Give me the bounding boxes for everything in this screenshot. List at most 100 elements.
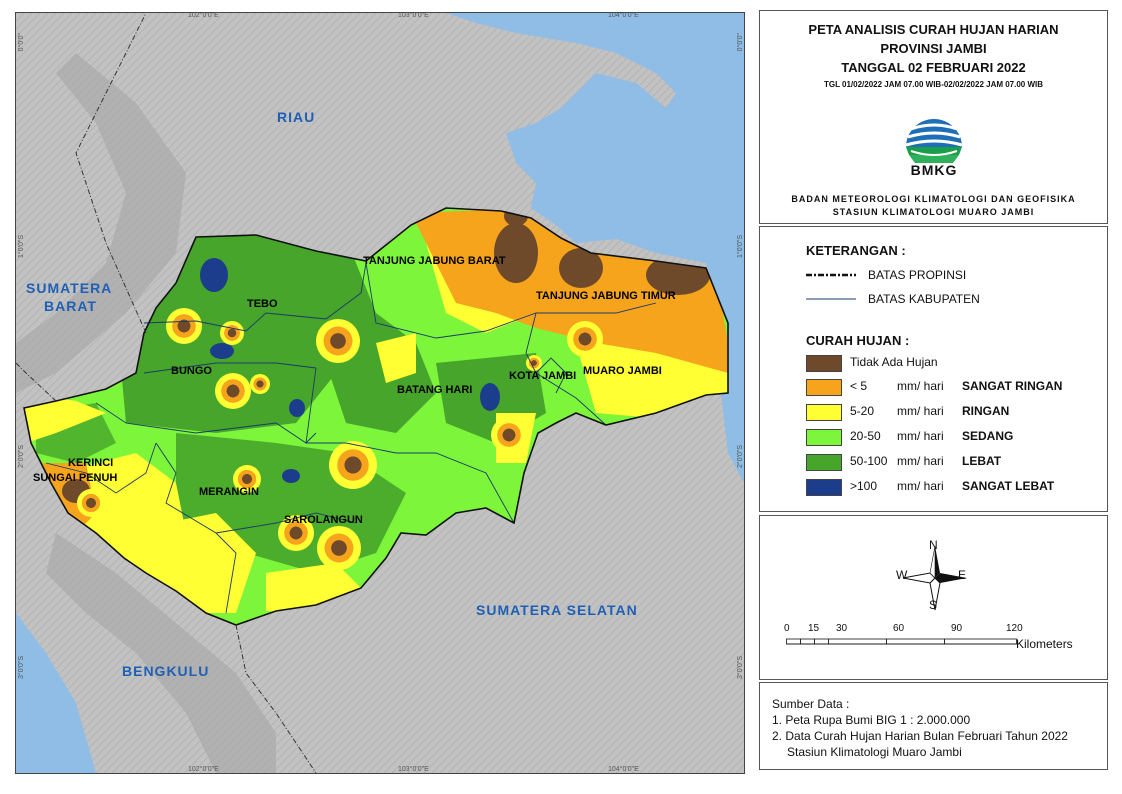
title-line-1: PETA ANALISIS CURAH HUJAN HARIAN — [808, 22, 1059, 37]
legend-class-5-unit: mm/ hari — [897, 479, 944, 493]
title-panel: PETA ANALISIS CURAH HUJAN HARIAN PROVINS… — [759, 10, 1108, 224]
north-scale-panel: N S E W 0 15 30 60 90 120 Kilometers — [759, 515, 1108, 680]
region-label-riau: RIAU — [277, 109, 316, 125]
legend-swatch-3 — [806, 428, 842, 446]
legend-heading: KETERANGAN : — [806, 243, 906, 258]
source-heading: Sumber Data : — [772, 697, 850, 711]
legend-swatch-2 — [806, 403, 842, 421]
legend-swatch-5 — [806, 478, 842, 496]
tick-top-103: 103°0'0"E — [398, 12, 429, 19]
legend-class-3-label: 20-50 — [850, 429, 881, 443]
kab-label-kerinci: KERINCI — [68, 457, 114, 469]
kabupaten-borders — [45, 262, 657, 614]
source-line-1: 1. Peta Rupa Bumi BIG 1 : 2.000.000 — [772, 713, 971, 727]
scale-tick-5: 120 — [1006, 623, 1023, 634]
legend-class-3 — [806, 428, 842, 446]
legend-class-4-category: LEBAT — [962, 454, 1002, 468]
bmkg-logo-text: BMKG — [910, 162, 958, 178]
legend-class-1 — [806, 378, 842, 396]
scale-tick-3: 60 — [893, 623, 905, 634]
kab-label-tebo: TEBO — [247, 298, 278, 310]
district-border-line-icon — [806, 298, 856, 300]
tick-bottom-102: 102°0'0"E — [188, 766, 219, 773]
border-riau-sumbar — [75, 13, 147, 334]
tick-right-2: 2°0'0"S — [737, 445, 744, 468]
region-label-sumbar-1: SUMATERA — [26, 280, 113, 296]
province-border-line-icon — [806, 273, 856, 277]
legend-batas-kabupaten-label: BATAS KABUPATEN — [868, 292, 980, 306]
legend-class-2-unit: mm/ hari — [897, 404, 944, 418]
legend-class-2-category: RINGAN — [962, 404, 1010, 418]
tick-left-3: 3°0'0"S — [18, 656, 25, 679]
legend-class-1-label: < 5 — [850, 379, 868, 393]
map-canvas — [16, 13, 744, 773]
legend-class-3-category: SEDANG — [962, 429, 1014, 443]
legend-swatch-1 — [806, 378, 842, 396]
rainfall-layer — [24, 208, 728, 625]
tick-right-3: 3°0'0"S — [737, 656, 744, 679]
kab-label-sungaipenuh: SUNGAI PENUH — [33, 472, 118, 484]
tick-left-2: 2°0'0"S — [18, 445, 25, 468]
kab-label-sarolangun: SAROLANGUN — [284, 514, 363, 526]
province-border — [23, 207, 729, 626]
agency-line-2: STASIUN KLIMATOLOGI MUARO JAMBI — [832, 207, 1035, 217]
tick-left-0: 0°0'0" — [18, 33, 25, 52]
north-arrow-icon — [902, 545, 967, 611]
curah-hujan-heading: CURAH HUJAN : — [806, 333, 910, 348]
kab-label-tjb: TANJUNG JABUNG BARAT — [363, 255, 506, 267]
ridge-south — [46, 533, 276, 773]
kab-label-tjt: TANJUNG JABUNG TIMUR — [536, 290, 676, 302]
kab-label-batanghari: BATANG HARI — [397, 384, 473, 396]
sea-west — [16, 613, 96, 773]
legend-class-0-label: Tidak Ada Hujan — [850, 355, 938, 369]
legend-class-0 — [806, 354, 842, 372]
source-line-2: 2. Data Curah Hujan Harian Bulan Februar… — [772, 729, 1068, 743]
legend-class-1-category: SANGAT RINGAN — [962, 379, 1063, 393]
legend-class-5 — [806, 478, 842, 496]
bmkg-emblem-icon — [905, 119, 963, 163]
bmkg-logo: BMKG — [903, 107, 965, 178]
scale-tick-2: 30 — [836, 623, 848, 634]
legend-class-3-unit: mm/ hari — [897, 429, 944, 443]
legend-class-4-unit: mm/ hari — [897, 454, 944, 468]
source-panel: Sumber Data : 1. Peta Rupa Bumi BIG 1 : … — [759, 682, 1108, 770]
border-bengkulu-sumsel — [235, 624, 317, 773]
legend-batas-kabupaten: BATAS KABUPATEN — [806, 291, 980, 307]
legend-batas-propinsi-label: BATAS PROPINSI — [868, 268, 967, 282]
kab-label-muarojambi: MUARO JAMBI — [583, 365, 662, 377]
legend-swatch-4 — [806, 453, 842, 471]
scale-tick-0: 0 — [784, 623, 790, 634]
scale-tick-1: 15 — [808, 623, 820, 634]
legend-class-2 — [806, 403, 842, 421]
region-label-sumsel: SUMATERA SELATAN — [476, 602, 638, 618]
legend-class-1-unit: mm/ hari — [897, 379, 944, 393]
title-period: TGL 01/02/2022 JAM 07.00 WIB-02/02/2022 … — [823, 80, 1044, 89]
tick-left-1: 1°0'0"S — [18, 235, 25, 258]
tick-bottom-104: 104°0'0"E — [608, 766, 639, 773]
legend-batas-propinsi: BATAS PROPINSI — [806, 267, 966, 283]
kab-label-merangin: MERANGIN — [199, 486, 259, 498]
kab-label-kotajambi: KOTA JAMBI — [509, 370, 577, 382]
legend-class-5-category: SANGAT LEBAT — [962, 479, 1055, 493]
west-label: W — [896, 568, 908, 582]
legend-swatch-0 — [806, 354, 842, 372]
south-label: S — [929, 598, 938, 612]
border-sumbar-west — [16, 362, 57, 402]
north-label: N — [929, 538, 938, 552]
title-line-2: PROVINSI JAMBI — [880, 41, 987, 56]
region-label-bengkulu: BENGKULU — [122, 663, 210, 679]
legend-panel: KETERANGAN : BATAS PROPINSI BATAS KABUPA… — [759, 226, 1108, 512]
source-line-3: Stasiun Klimatologi Muaro Jambi — [787, 745, 962, 759]
tick-right-0: 0°0'0" — [737, 33, 744, 52]
kab-label-bungo: BUNGO — [171, 365, 212, 377]
agency-line-1: BADAN METEOROLOGI KLIMATOLOGI DAN GEOFIS… — [791, 194, 1076, 204]
scale-tick-4: 90 — [951, 623, 963, 634]
sea-east — [446, 13, 744, 483]
rainfall-map[interactable]: 102°0'0"E 103°0'0"E 104°0'0"E 102°0'0"E … — [15, 12, 745, 774]
tick-top-104: 104°0'0"E — [608, 12, 639, 19]
legend-class-4-label: 50-100 — [850, 454, 888, 468]
legend-class-4 — [806, 453, 842, 471]
tick-top-102: 102°0'0"E — [188, 12, 219, 19]
ridge-north — [16, 53, 186, 393]
tick-bottom-103: 103°0'0"E — [398, 766, 429, 773]
